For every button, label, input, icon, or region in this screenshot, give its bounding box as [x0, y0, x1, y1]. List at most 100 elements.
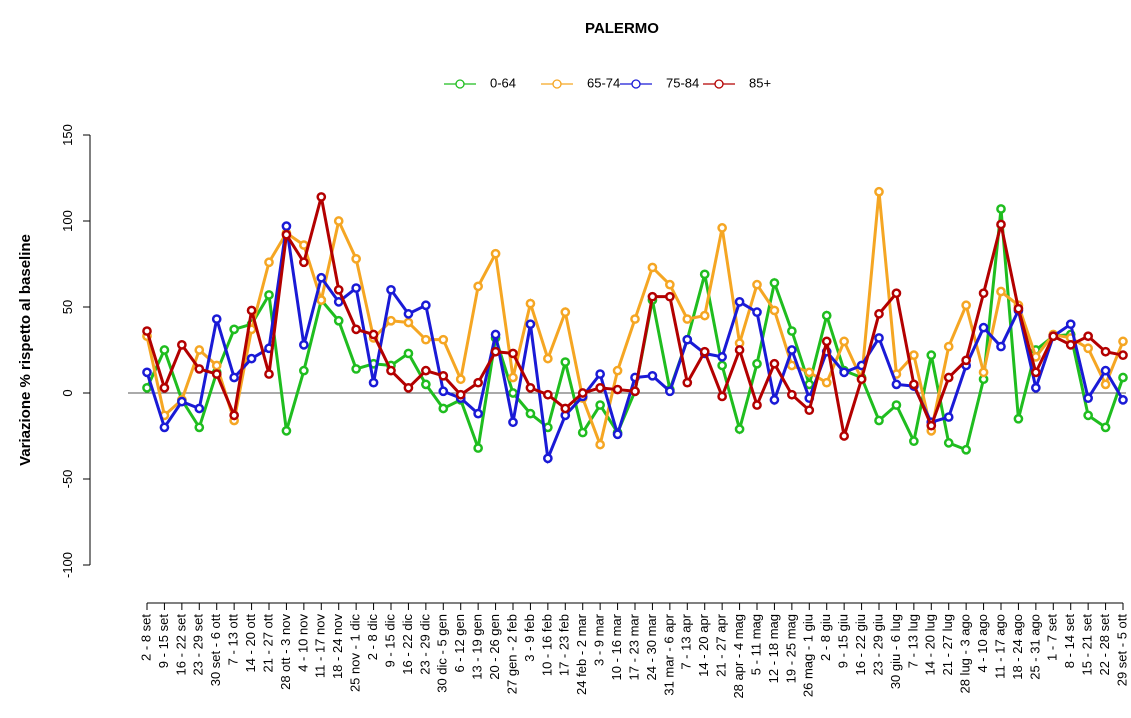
data-point: [839, 367, 849, 378]
data-point: [246, 353, 257, 364]
data-point: [333, 216, 344, 226]
data-point: [281, 425, 292, 436]
data-point: [752, 358, 762, 369]
x-tick-label: 5 - 11 mag: [748, 614, 763, 675]
data-point: [682, 377, 693, 388]
data-point: [769, 358, 780, 369]
x-tick-label: 14 - 20 ott: [243, 614, 258, 673]
data-point: [525, 382, 536, 393]
data-point: [508, 417, 518, 428]
data-point: [543, 389, 553, 400]
x-tick-label: 18 - 24 ago: [1010, 614, 1025, 680]
data-point: [839, 336, 849, 347]
data-point: [1083, 393, 1093, 404]
data-point: [1013, 303, 1024, 314]
x-tick-label: 11 - 17 nov: [313, 614, 328, 679]
data-point: [647, 370, 658, 381]
data-point: [665, 291, 675, 302]
x-tick-label: 30 giu - 6 lug: [888, 614, 903, 689]
data-point: [386, 315, 396, 326]
data-point: [891, 288, 902, 299]
data-point: [961, 355, 971, 366]
data-point: [299, 365, 309, 376]
x-tick-label: 30 dic - 5 gen: [435, 614, 450, 693]
data-point: [612, 365, 623, 376]
data-point: [316, 192, 327, 202]
data-point: [577, 388, 588, 398]
data-point: [316, 295, 327, 305]
data-point: [403, 317, 414, 328]
data-point: [1083, 410, 1093, 421]
y-axis-label: Variazione % rispetto al baseline: [17, 234, 34, 466]
data-point: [752, 307, 762, 318]
x-tick-label: 2 - 8 dic: [365, 614, 380, 661]
data-point: [438, 403, 449, 414]
data-point: [281, 229, 292, 240]
y-tick-label: 50: [60, 300, 75, 314]
data-point: [299, 257, 309, 268]
legend-marker: [455, 79, 465, 89]
data-point: [874, 309, 884, 319]
data-point: [211, 369, 222, 379]
legend-label: 75-84: [666, 75, 699, 90]
data-point: [821, 310, 832, 321]
x-tick-label: 7 - 13 ott: [226, 614, 241, 666]
x-tick-label: 28 ott - 3 nov: [278, 614, 293, 690]
x-tick-label: 26 mag - 1 giu: [801, 614, 816, 697]
data-point: [612, 384, 623, 395]
data-point: [455, 374, 466, 385]
data-point: [351, 283, 361, 293]
legend-label: 65-74: [587, 75, 620, 90]
data-point: [612, 429, 623, 440]
x-tick-label: 21 - 27 lug: [940, 614, 955, 675]
data-point: [316, 272, 327, 283]
x-tick-label: 9 - 15 dic: [382, 614, 397, 668]
data-point: [403, 382, 414, 393]
data-point: [665, 386, 675, 397]
data-point: [229, 410, 239, 421]
x-tick-label: 12 - 18 mag: [766, 614, 781, 683]
x-tick-label: 24 - 30 mar: [644, 613, 659, 680]
data-point: [1048, 331, 1059, 342]
data-point: [978, 322, 989, 333]
data-point: [943, 438, 954, 448]
y-tick-label: 150: [60, 124, 75, 146]
data-point: [142, 367, 152, 378]
data-point: [351, 324, 361, 335]
data-point: [804, 367, 815, 378]
data-point: [787, 389, 797, 400]
data-point: [473, 443, 483, 453]
data-point: [525, 319, 536, 330]
x-tick-label: 14 - 20 apr: [696, 613, 711, 677]
x-tick-label: 17 - 23 mar: [626, 613, 641, 680]
x-tick-label: 14 - 20 lug: [923, 614, 938, 675]
data-point: [943, 372, 954, 383]
data-point: [508, 348, 518, 359]
data-point: [821, 377, 832, 388]
data-point: [717, 391, 727, 402]
data-point: [1100, 422, 1111, 433]
data-point: [560, 307, 571, 318]
data-point: [403, 348, 414, 359]
data-point: [560, 403, 571, 414]
x-tick-label: 4 - 10 ago: [975, 614, 990, 673]
x-tick-label: 10 - 16 feb: [539, 614, 554, 676]
x-tick-label: 31 mar - 6 apr: [661, 613, 676, 695]
data-point: [665, 279, 675, 290]
x-tick-label: 22 - 28 set: [1097, 614, 1112, 676]
data-point: [333, 296, 344, 307]
x-tick-label: 16 - 22 set: [173, 614, 188, 676]
y-tick-label: 0: [60, 389, 75, 396]
y-tick-label: 100: [60, 210, 75, 232]
data-point: [194, 403, 205, 414]
x-tick-label: 16 - 22 dic: [400, 614, 415, 675]
data-point: [159, 345, 170, 355]
data-point: [264, 290, 274, 300]
x-tick-label: 8 - 14 set: [1062, 614, 1077, 669]
data-point: [734, 424, 745, 434]
data-point: [769, 395, 780, 405]
data-point: [299, 339, 309, 350]
x-tick-label: 28 lug - 3 ago: [958, 614, 973, 694]
data-point: [734, 296, 745, 307]
